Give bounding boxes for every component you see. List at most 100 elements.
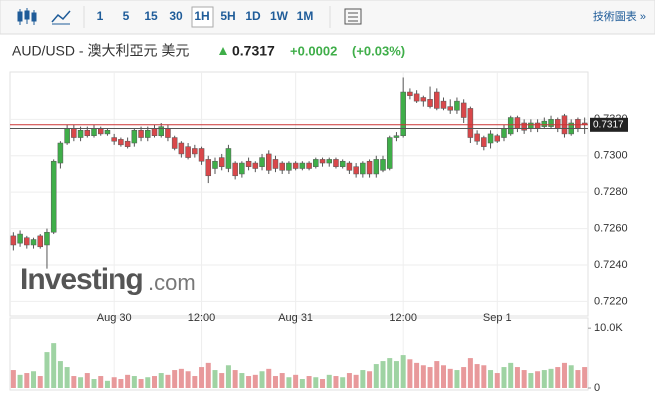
interval-button[interactable]: 1H <box>194 9 209 23</box>
candle-body <box>178 142 185 155</box>
volume-bar <box>71 376 77 388</box>
interval-button[interactable]: 5 <box>123 9 130 23</box>
volume-bar <box>138 379 144 388</box>
symbol: AUD/USD - 澳大利亞元 美元 <box>12 43 189 59</box>
candle-body <box>84 130 91 136</box>
interval-button[interactable]: 30 <box>169 9 183 23</box>
x-tick-label: Aug 30 <box>97 312 132 324</box>
volume-bar <box>84 373 90 388</box>
interval-button[interactable]: 1M <box>297 9 314 23</box>
candle-body <box>165 128 171 138</box>
y-tick-label: 0.7220 <box>594 295 628 307</box>
volume-bar <box>212 370 218 388</box>
volume-bar <box>178 368 184 388</box>
watermark: Investing <box>20 263 143 296</box>
volume-bar <box>461 367 467 388</box>
volume-bar <box>78 377 84 388</box>
candle-body <box>97 128 104 135</box>
volume-bar <box>125 374 131 388</box>
candle-body <box>57 142 64 164</box>
last-price-box <box>590 117 628 132</box>
volume-bar <box>118 379 124 388</box>
interval-button[interactable]: 1D <box>245 9 261 23</box>
candle-body <box>205 159 212 177</box>
volume-bar <box>37 376 43 388</box>
volume-bar <box>192 376 198 388</box>
candle-body <box>407 91 413 96</box>
candle-body <box>17 233 23 244</box>
volume-bar <box>548 368 554 388</box>
interval-button[interactable]: 1W <box>270 9 289 23</box>
volume-pane <box>9 317 589 391</box>
candle-icon[interactable] <box>17 8 37 25</box>
volume-bar <box>24 373 30 388</box>
y-tick-label: 0.7260 <box>594 223 628 235</box>
volume-bar <box>225 365 231 388</box>
volume-bar <box>57 361 63 388</box>
candle-body <box>158 126 164 136</box>
settings-icon[interactable] <box>344 8 362 25</box>
candle-body <box>286 162 292 171</box>
candle-body <box>487 133 494 144</box>
volume-bar <box>199 367 205 388</box>
watermark-suffix: .com <box>148 270 196 295</box>
candle-body <box>454 100 460 111</box>
volume-bar <box>568 365 574 388</box>
candle-body <box>259 157 265 167</box>
volume-bar <box>17 374 23 388</box>
volume-bar <box>427 367 433 388</box>
toolbar <box>0 0 655 35</box>
y-tick-label: 0.7280 <box>594 186 628 198</box>
candle-body <box>467 108 474 138</box>
candle-body <box>91 128 97 136</box>
candle-body <box>44 231 50 246</box>
volume-bar <box>488 370 494 388</box>
volume-bar <box>104 380 110 388</box>
tech-chart-link[interactable]: 技術圖表 » <box>593 9 646 23</box>
volume-bar <box>98 376 104 388</box>
volume-bar <box>360 370 366 388</box>
candle-body <box>413 93 420 102</box>
interval-button[interactable]: 15 <box>144 9 158 23</box>
volume-bar <box>447 368 453 388</box>
volume-bar <box>582 367 588 388</box>
candle-body <box>279 162 285 171</box>
volume-bar <box>521 370 527 388</box>
candle-body <box>481 137 487 147</box>
candle-body <box>104 130 111 135</box>
volume-bar <box>333 376 339 388</box>
candle-body <box>299 162 306 169</box>
candle-body <box>24 237 30 246</box>
candle-body <box>501 128 507 138</box>
candle-body <box>326 159 332 164</box>
volume-bar <box>205 362 211 388</box>
candle-body <box>434 91 440 109</box>
volume-bar <box>541 370 547 388</box>
change-pct: (+0.03%) <box>352 43 405 58</box>
candle-body <box>541 120 548 127</box>
volume-bar <box>259 371 265 388</box>
candle-body <box>460 102 467 118</box>
volume-bar <box>508 362 514 388</box>
volume-bar <box>514 367 520 388</box>
volume-bar <box>111 377 117 388</box>
candle-body <box>400 91 406 136</box>
interval-button[interactable]: 1 <box>97 9 104 23</box>
volume-bar <box>414 362 420 388</box>
interval-button[interactable]: 5H <box>220 9 235 23</box>
candle-body <box>386 137 393 169</box>
volume-bar <box>346 373 352 388</box>
last-price-label: 0.7317 <box>593 119 624 130</box>
candle-body <box>346 162 353 171</box>
volume-bar <box>10 370 16 388</box>
candle-body <box>313 159 319 167</box>
candle-body <box>232 162 238 177</box>
candle-body <box>494 135 501 142</box>
area-icon[interactable] <box>51 10 71 25</box>
candle-body <box>360 162 366 175</box>
volume-bar <box>293 374 299 388</box>
price: 0.7317 <box>232 43 275 59</box>
volume-bar <box>501 367 507 388</box>
candle-body <box>37 235 43 248</box>
volume-bar <box>454 370 460 388</box>
